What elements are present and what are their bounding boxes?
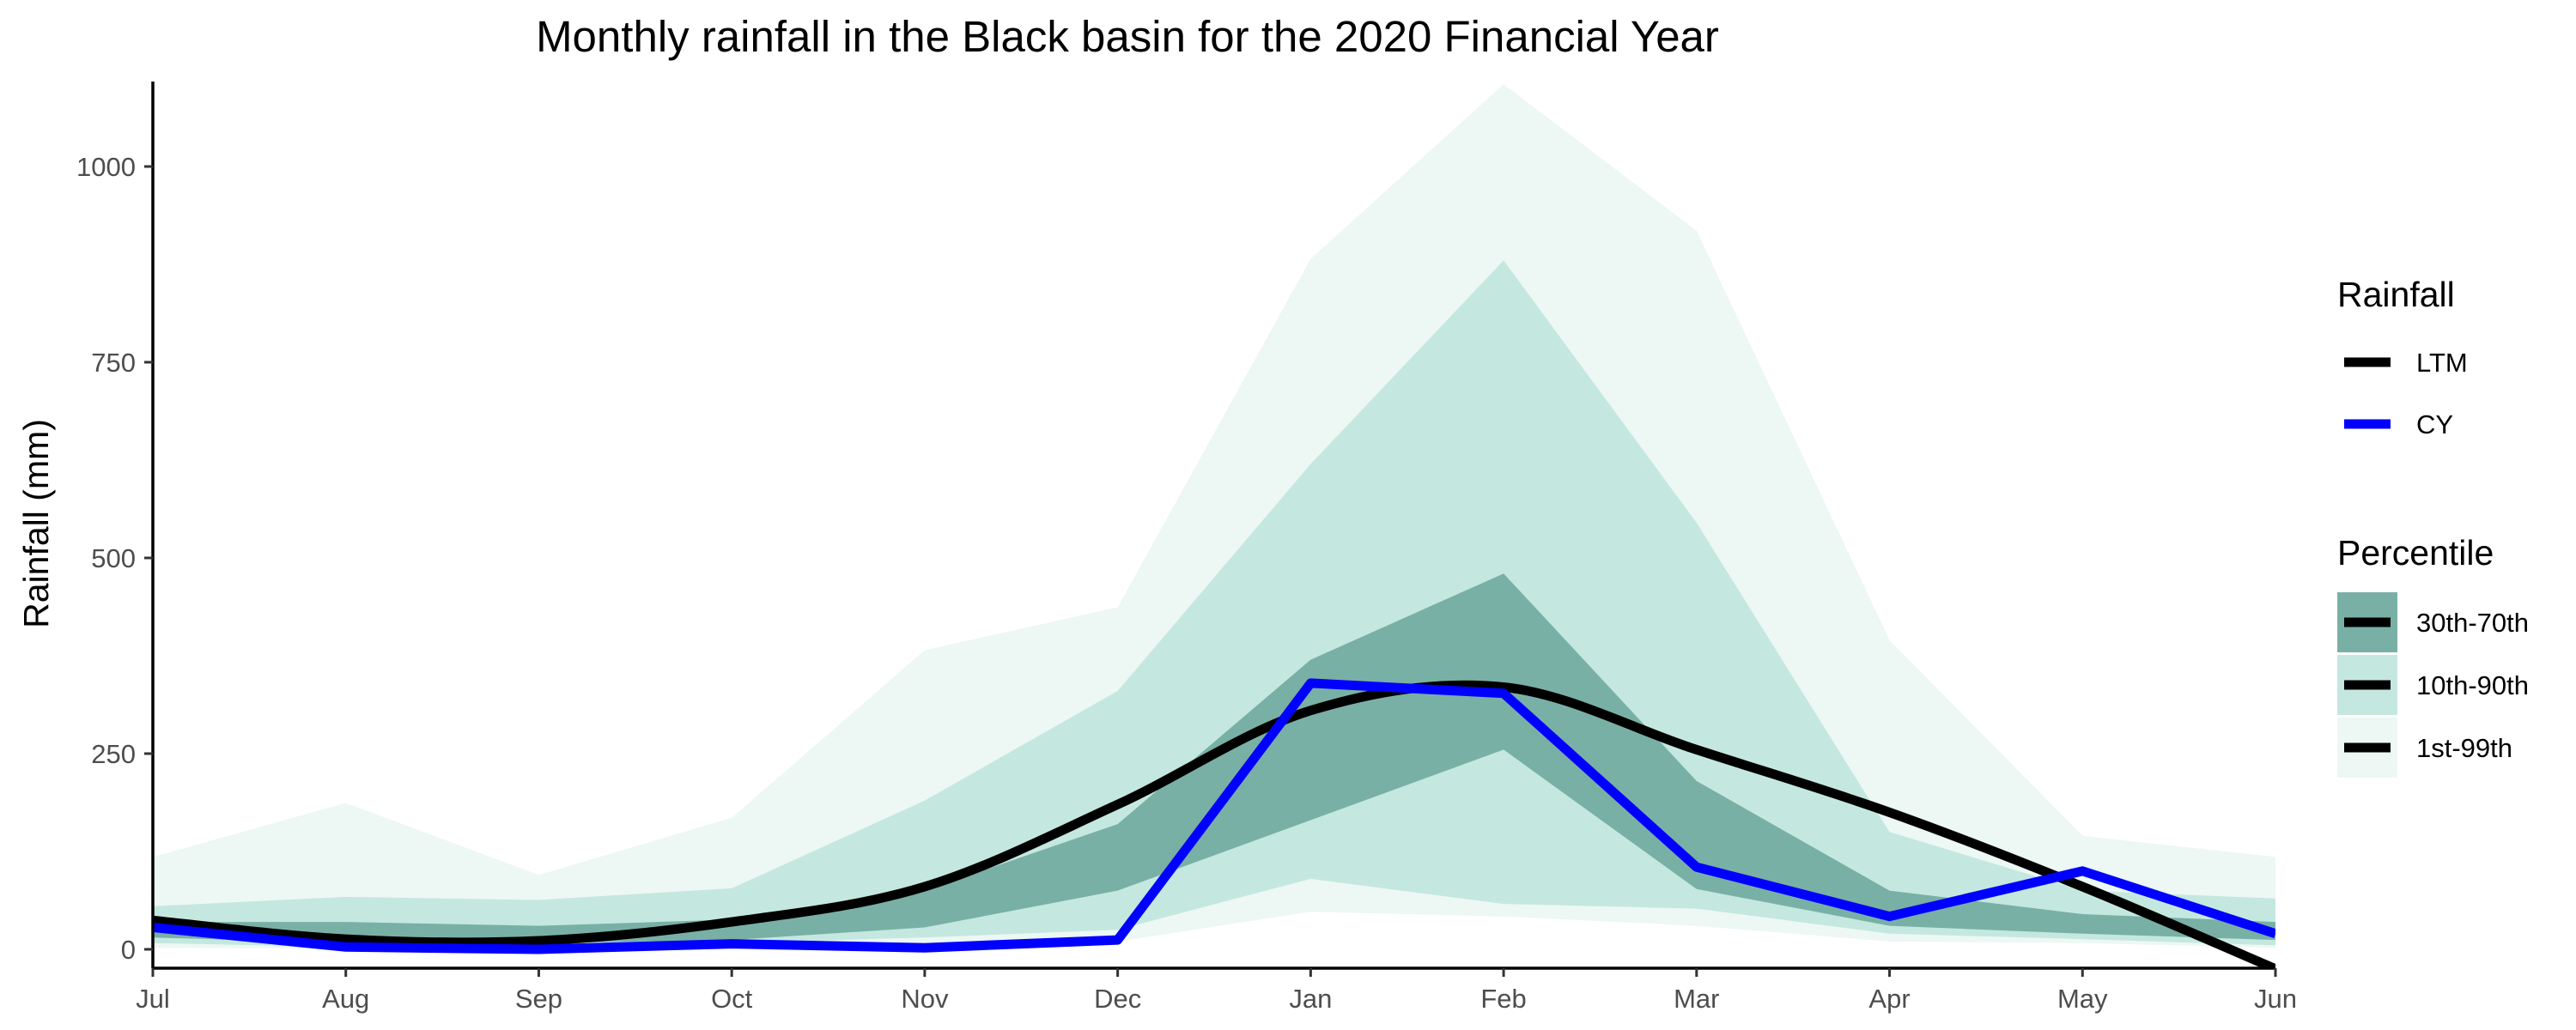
legend-label-30th-70th: 30th-70th [2416, 608, 2529, 638]
x-tick-label: May [2057, 984, 2108, 1014]
x-tick-label: Feb [1480, 984, 1526, 1014]
x-tick-label: Nov [901, 984, 949, 1014]
x-tick-label: Dec [1094, 984, 1141, 1014]
y-tick-label: 500 [91, 543, 136, 573]
band-10th-90th [153, 260, 2275, 948]
x-tick-label: Mar [1674, 984, 1719, 1014]
series-line-CY [153, 678, 2275, 954]
legend-label-CY: CY [2416, 409, 2453, 439]
plot-area [153, 84, 2275, 968]
legend: Rainfall Percentile LTM CY 30th-70th 10th-9… [2337, 275, 2529, 778]
x-tick-label: Jan [1289, 984, 1332, 1014]
y-tick-label: 250 [91, 739, 136, 769]
legend-label-1st-99th: 1st-99th [2416, 733, 2512, 763]
x-tick-label: Jun [2254, 984, 2297, 1014]
legend-title-rainfall: Rainfall [2337, 275, 2455, 314]
x-tick-label: Oct [711, 984, 753, 1014]
x-tick-label: Apr [1868, 984, 1910, 1014]
legend-label-LTM: LTM [2416, 348, 2468, 378]
x-tick-label: Jul [136, 984, 170, 1014]
y-tick-label: 0 [121, 935, 136, 965]
legend-title-percentile: Percentile [2337, 533, 2494, 573]
y-axis-title: Rainfall (mm) [16, 419, 56, 628]
axes: 0 250 500 750 1000 Jul Aug Sep Oct Nov Dec Jan Feb Ma… [76, 82, 2297, 1014]
y-tick-label: 750 [91, 348, 136, 378]
chart-title: Monthly rainfall in the Black basin for … [536, 12, 1719, 61]
legend-label-10th-90th: 10th-90th [2416, 670, 2529, 700]
y-tick-label: 1000 [76, 152, 136, 182]
x-tick-label: Aug [322, 984, 369, 1014]
series-line-LTM [153, 680, 2275, 968]
x-tick-label: Sep [515, 984, 562, 1014]
